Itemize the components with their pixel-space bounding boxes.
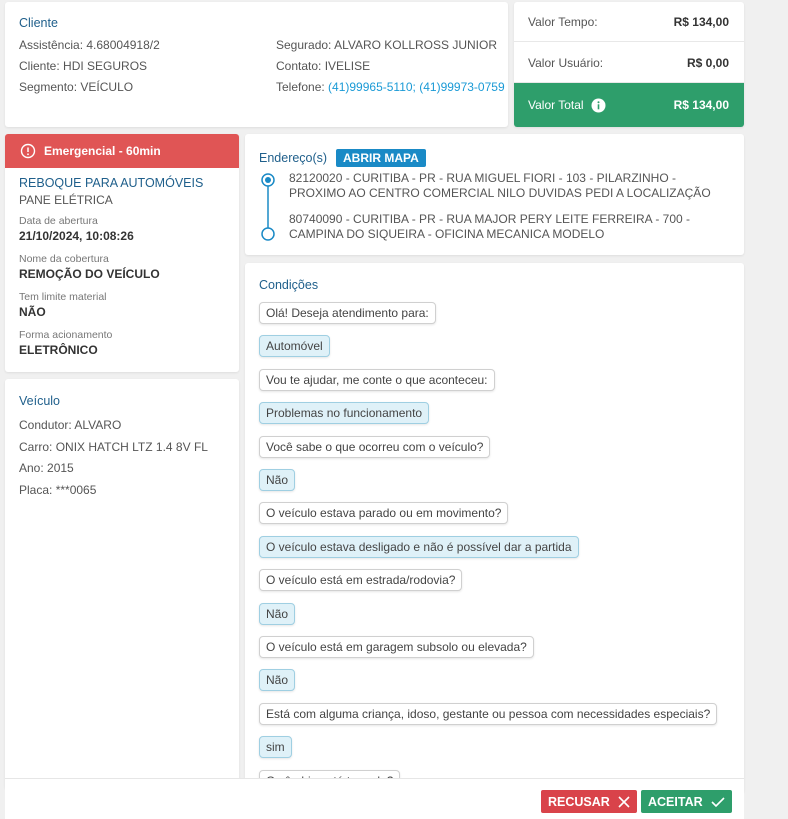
values-card: Valor Tempo: R$ 134,00 Valor Usuário: R$ 0,… xyxy=(514,2,744,127)
field-value: ALVARO xyxy=(74,418,122,432)
field-label: Ano: xyxy=(19,461,44,475)
question-chip: Olá! Deseja atendimento para: xyxy=(259,302,436,324)
emergency-badge: Emergencial - 60min xyxy=(5,134,239,168)
vehicle-card: Veículo Condutor: ALVARO Carro: ONIX HATC… xyxy=(5,379,239,789)
question-chip: O veículo está em garagem subsolo ou ele… xyxy=(259,636,534,658)
question-chip: O veículo está em estrada/rodovia? xyxy=(259,569,463,592)
field-row: Ano: 2015 xyxy=(19,461,74,475)
button-text: RECUSAR xyxy=(548,794,610,809)
question-chip: Vou te ajudar, me conte o que aconteceu: xyxy=(259,368,495,391)
field-value: 2015 xyxy=(47,461,74,475)
field-value: 4.68004918/2 xyxy=(86,38,160,52)
field-value: ONIX HATCH LTZ 1.4 8V FL xyxy=(55,439,208,454)
field-label: Segmento: xyxy=(19,80,78,94)
action-bar: RECUSAR ACEITAR xyxy=(5,778,744,819)
value-amount: R$ 0,00 xyxy=(686,55,729,70)
field-value: 21/10/2024, 10:08:26 xyxy=(19,229,134,243)
field-row: Assistência: 4.68004918/2 xyxy=(19,38,160,52)
value-amount: R$ 134,00 xyxy=(673,98,729,112)
address-card: Endereço(s) ABRIR MAPA 82120020 - CURITI… xyxy=(245,134,744,255)
address: 80740090 - CURITIBA - PR - RUA MAJOR PER… xyxy=(289,212,691,241)
value-row: Valor Usuário: R$ 0,00 xyxy=(514,43,744,83)
accept-button[interactable]: ACEITAR xyxy=(641,790,732,813)
field-value: HDI SEGUROS xyxy=(63,59,148,73)
field-row: Condutor: ALVARO xyxy=(19,418,121,432)
value-label: Valor Total xyxy=(528,98,606,113)
question-chip: Está com alguma criança, idoso, gestante… xyxy=(259,702,718,725)
client-card: Cliente Assistência: 4.68004918/2 Cliente… xyxy=(5,2,508,127)
answer-chip: Problemas no funcionamento xyxy=(259,402,430,425)
address: 82120020 - CURITIBA - PR - RUA MIGUEL FI… xyxy=(289,171,711,200)
value-label-text: Valor Total xyxy=(528,98,584,112)
info-icon xyxy=(591,98,606,112)
answer-chip: Automóvel xyxy=(259,335,330,358)
answer-chip: Não xyxy=(259,469,296,491)
service-title: REBOQUE PARA AUTOMÓVEIS xyxy=(19,176,204,190)
card-title: Cliente xyxy=(19,16,58,30)
value-amount: R$ 134,00 xyxy=(673,14,729,29)
open-map-button[interactable]: ABRIR MAPA xyxy=(336,149,426,167)
field-value: IVELISE xyxy=(324,59,371,73)
answer-chip: sim xyxy=(259,736,292,759)
field-label: Carro: xyxy=(19,439,53,454)
field-label: Cliente: xyxy=(19,59,60,73)
route-timeline xyxy=(261,173,275,241)
x-icon xyxy=(618,795,630,808)
field-label: Tem limite material xyxy=(19,291,107,303)
field-row: Telefone: (41)99965-5110; (41)99973-0759 xyxy=(276,80,505,94)
button-text: ACEITAR xyxy=(648,794,703,809)
answer-chip: Não xyxy=(259,669,296,692)
field-value: NÃO xyxy=(19,305,46,319)
badge-text: Emergencial - 60min xyxy=(44,144,161,158)
service-card: Emergencial - 60min REBOQUE PARA AUTOMÓV… xyxy=(5,134,239,372)
field-value: ELETRÔNICO xyxy=(19,343,98,357)
value-label: Valor Usuário: xyxy=(528,56,603,70)
value-label-text: Valor Tempo: xyxy=(528,14,598,29)
field-label: Placa: xyxy=(19,482,53,497)
field-label: Telefone: xyxy=(276,80,325,94)
value-label: Valor Tempo: xyxy=(528,15,598,29)
field-value: ALVARO KOLLROSS JUNIOR xyxy=(334,38,497,52)
field-value: (41)99965-5110; (41)99973-0759 xyxy=(328,80,505,94)
field-label: Condutor: xyxy=(19,418,72,432)
field-row: Placa: ***0065 xyxy=(19,483,96,497)
field-row: Segurado: ALVARO KOLLROSS JUNIOR xyxy=(276,38,497,52)
field-row: Contato: IVELISE xyxy=(276,59,370,73)
field-value: VEÍCULO xyxy=(80,80,134,94)
field-row: Segmento: VEÍCULO xyxy=(19,80,133,94)
field-label: Segurado: xyxy=(276,38,332,52)
value-label-text: Valor Usuário: xyxy=(528,55,604,70)
card-title: Endereço(s) xyxy=(259,151,328,165)
question-chip: Você sabe o que ocorreu com o veículo? xyxy=(259,435,491,458)
card-title: Condições xyxy=(259,278,319,292)
field-label: Contato: xyxy=(276,59,322,73)
alert-icon xyxy=(20,143,36,159)
field-row: Carro: ONIX HATCH LTZ 1.4 8V FL xyxy=(19,440,208,454)
field-row: Cliente: HDI SEGUROS xyxy=(19,59,147,73)
refuse-button[interactable]: RECUSAR xyxy=(541,790,637,813)
card-title: Veículo xyxy=(19,394,61,408)
field-label: Data de abertura xyxy=(19,215,98,227)
field-label: Forma acionamento xyxy=(19,329,113,341)
answer-chip: Não xyxy=(259,602,296,625)
question-chip: O veículo estava parado ou em movimento? xyxy=(259,502,509,525)
field-label: Nome da cobertura xyxy=(19,253,109,265)
value-row: Valor Tempo: R$ 134,00 xyxy=(514,2,744,42)
service-subtitle: PANE ELÉTRICA xyxy=(19,193,113,207)
conditions-card: Condições Olá! Deseja atendimento para: A… xyxy=(245,263,744,793)
field-value: ***0065 xyxy=(55,482,97,497)
check-icon xyxy=(711,796,725,807)
field-label: Assistência: xyxy=(19,38,84,52)
answer-chip: O veículo estava desligado e não é possí… xyxy=(259,535,579,558)
field-value: REMOÇÃO DO VEÍCULO xyxy=(19,267,160,281)
total-row: Valor Total R$ 134,00 xyxy=(514,83,744,127)
